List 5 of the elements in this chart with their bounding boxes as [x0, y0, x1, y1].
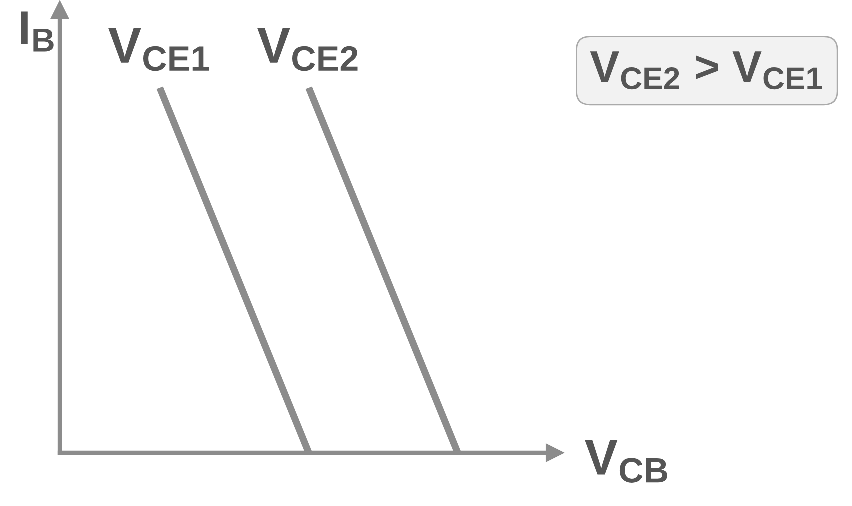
x-axis-title: V$_{CB}$ — [585, 440, 668, 483]
legend-label: V$_{CE1}$ — [108, 28, 210, 72]
y-axis-title: I$_{B}$ — [21, 12, 54, 52]
text: V$_{CE2}$ > V$_{CE1}$ — [590, 52, 822, 90]
series-label: V$_{CE2}$ — [258, 28, 358, 72]
